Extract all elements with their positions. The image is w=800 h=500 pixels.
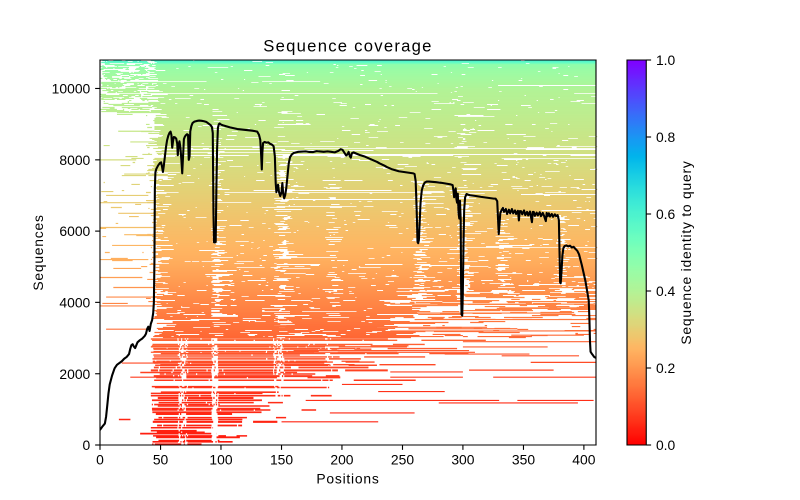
svg-text:2000: 2000 [59,366,90,382]
svg-text:Positions: Positions [316,470,379,486]
svg-text:250: 250 [391,452,414,468]
svg-text:400: 400 [572,452,595,468]
svg-text:1.0: 1.0 [656,52,676,68]
svg-text:150: 150 [270,452,293,468]
svg-text:Sequences: Sequences [30,214,46,290]
svg-text:0.6: 0.6 [656,206,676,222]
svg-text:0.0: 0.0 [656,437,676,453]
svg-text:350: 350 [512,452,535,468]
svg-text:0.2: 0.2 [656,360,676,376]
svg-text:50: 50 [153,452,169,468]
svg-text:8000: 8000 [59,152,90,168]
svg-text:4000: 4000 [59,295,90,311]
svg-text:10000: 10000 [52,81,91,97]
svg-text:Sequence coverage: Sequence coverage [263,37,432,56]
svg-text:300: 300 [451,452,474,468]
svg-text:0.4: 0.4 [656,283,676,299]
svg-text:0: 0 [83,437,91,453]
svg-text:0.8: 0.8 [656,129,676,145]
svg-text:Sequence identity to query: Sequence identity to query [678,160,694,344]
svg-text:100: 100 [209,452,232,468]
svg-text:0: 0 [96,452,104,468]
svg-text:200: 200 [330,452,353,468]
svg-text:6000: 6000 [59,223,90,239]
